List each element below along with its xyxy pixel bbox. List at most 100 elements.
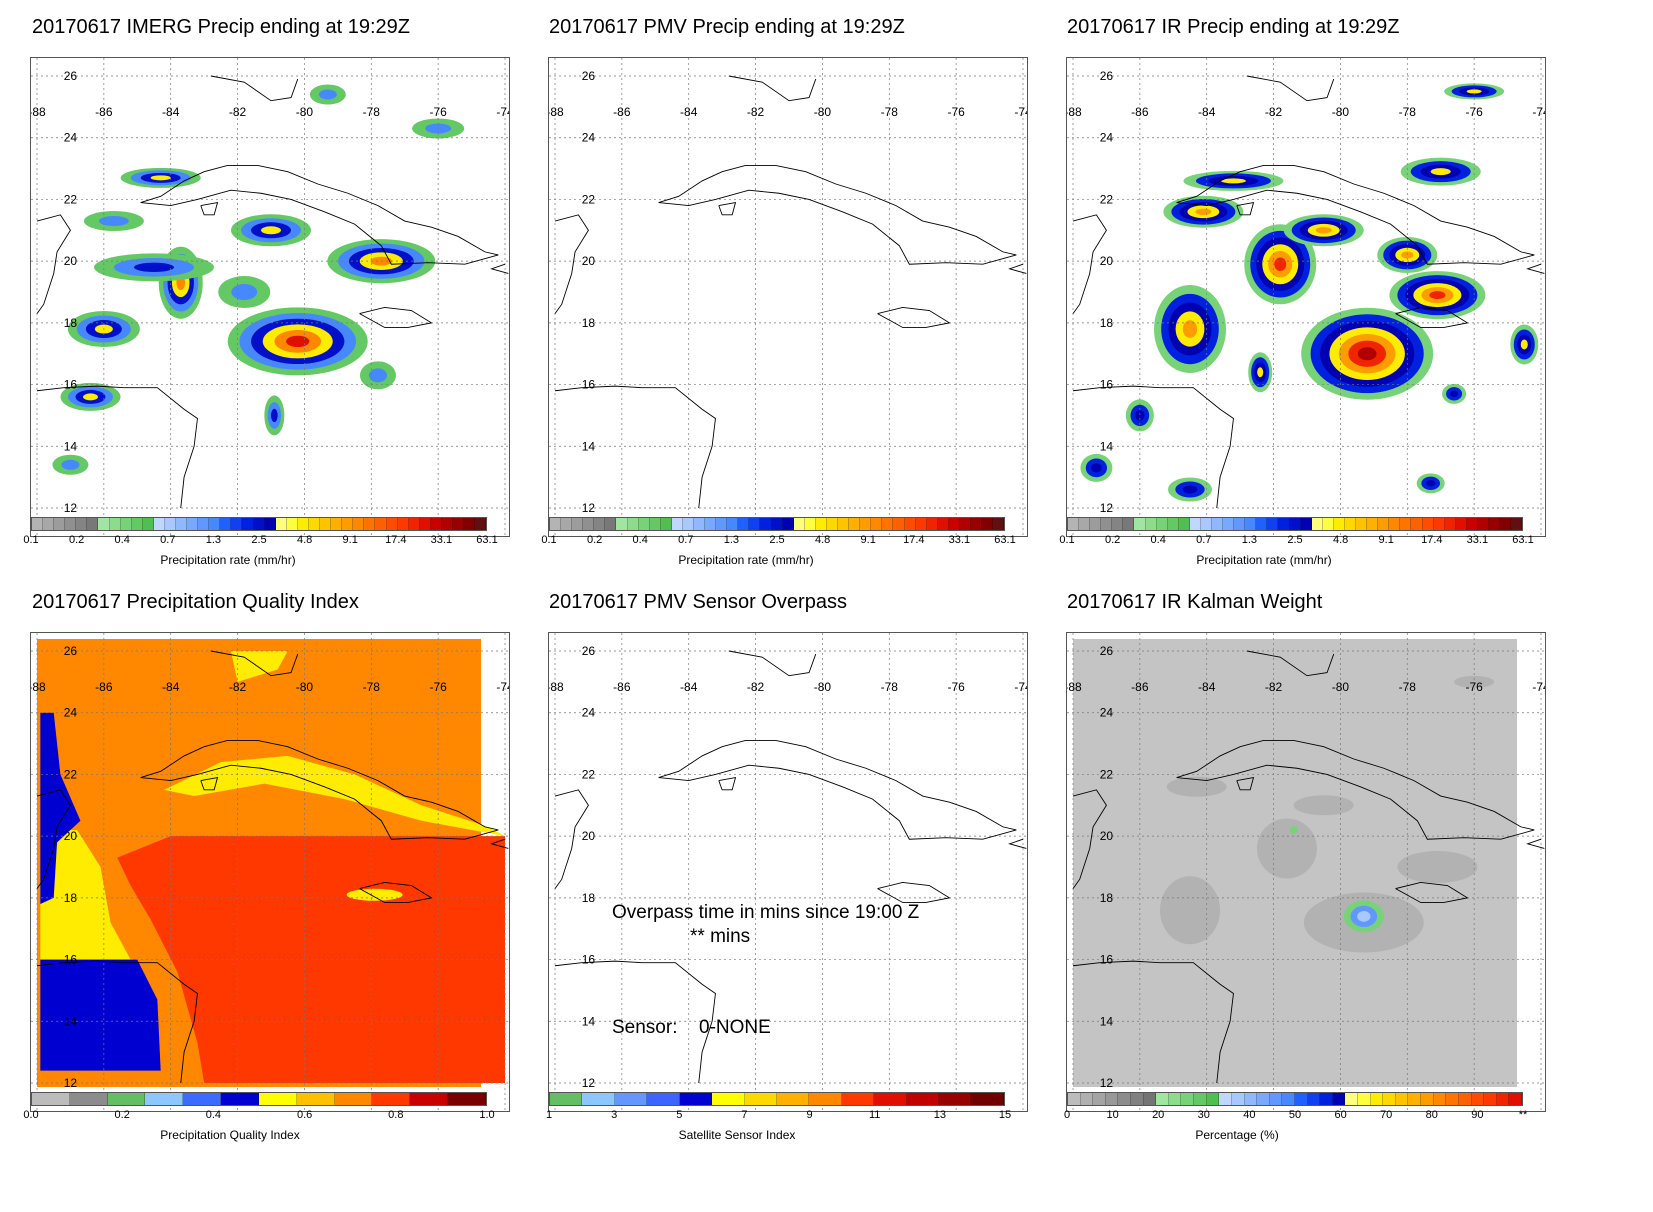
- colorbar-swatch: [694, 518, 706, 530]
- colorbar-swatch: [1289, 518, 1301, 530]
- colorbar-swatch: [550, 1093, 583, 1105]
- colorbar-swatch: [65, 518, 77, 530]
- colorbar-tick-label: 60: [1334, 1109, 1347, 1121]
- lon-tick-label: -82: [229, 680, 247, 694]
- lon-tick-label: -86: [1131, 680, 1149, 694]
- colorbar-swatch: [583, 518, 595, 530]
- lat-tick-label: 24: [582, 706, 596, 720]
- colorbar-tick-label: 17.4: [1421, 534, 1443, 546]
- colorbar-swatch: [120, 518, 132, 530]
- colorbar-swatch: [410, 1093, 449, 1105]
- colorbar-swatch: [1400, 518, 1412, 530]
- precip-cell: [61, 459, 80, 470]
- lat-tick-label: 22: [64, 192, 78, 206]
- colorbar-tick-label: 0.1: [1059, 534, 1075, 546]
- colorbar-swatch: [1068, 1093, 1081, 1105]
- colorbar-tick-label: 33.1: [948, 534, 971, 546]
- colorbar-swatch: [164, 518, 177, 530]
- colorbar-swatch: [296, 1093, 335, 1105]
- colorbar-swatch: [1168, 1093, 1182, 1105]
- colorbar-tick-label: 1.3: [723, 534, 740, 546]
- colorbar-tick-label: 15: [998, 1109, 1012, 1121]
- colorbar-swatch: [716, 518, 728, 530]
- colorbar-swatch: [1422, 518, 1434, 530]
- colorbar-imerg: [31, 517, 487, 531]
- colorbar-swatch: [860, 518, 872, 530]
- lon-tick-label: -84: [680, 680, 698, 694]
- colorbar-swatch: [1311, 518, 1323, 530]
- lon-tick-label: -84: [1198, 680, 1216, 694]
- colorbar-swatch: [1509, 1093, 1522, 1105]
- coastline: [554, 650, 1027, 1084]
- colorbar-swatch: [838, 518, 850, 530]
- colorbar-swatch: [1181, 1093, 1195, 1105]
- kalman-cell: [1293, 795, 1354, 816]
- map-kalman-weight: -88 -86 -84 -82 -80 -78 -76 -74 26 24 22 20 18 16 14 12: [1066, 632, 1546, 1112]
- colorbar-swatch: [649, 518, 661, 530]
- colorbar-tick-label: 2.5: [1287, 534, 1303, 546]
- colorbar-swatch: [220, 518, 232, 530]
- colorbar-swatch: [1395, 1093, 1409, 1105]
- colorbar-swatch: [1219, 1093, 1232, 1105]
- colorbar-tick-label: 0.7: [160, 534, 176, 546]
- colorbar-swatch: [760, 518, 772, 530]
- precip-cell: [98, 216, 129, 227]
- colorbar-swatch: [874, 1093, 907, 1105]
- colorbar-tick-label: 17.4: [903, 534, 925, 546]
- colorbar-tick-label: 63.1: [994, 534, 1016, 546]
- lat-tick-label: 14: [1100, 1014, 1114, 1028]
- coastline: [1072, 75, 1545, 509]
- precip-cell: [1135, 410, 1145, 421]
- colorbar-swatch: [408, 518, 420, 530]
- lat-tick-label: 14: [582, 1014, 596, 1028]
- lon-tick-label: -76: [429, 105, 447, 119]
- colorbar-swatch: [209, 518, 221, 530]
- colorbar-swatch: [1383, 1093, 1396, 1105]
- sensor-value: 0-NONE: [699, 1017, 771, 1038]
- precip-field: [1080, 83, 1539, 502]
- colorbar-tick-label: 9.1: [1378, 534, 1394, 546]
- colorbar-swatch: [364, 518, 376, 530]
- precip-cell: [1182, 320, 1198, 338]
- colorbar-tick-label: 40: [1243, 1109, 1256, 1121]
- precip-cell: [1426, 479, 1436, 487]
- colorbar-tick-label: 4.8: [296, 534, 313, 546]
- colorbar-swatch: [1500, 518, 1512, 530]
- colorbar-tick-label: **: [1518, 1109, 1528, 1121]
- colorbar-swatch: [970, 518, 983, 530]
- map-canvas: -88 -86 -84 -82 -80 -78 -76 -74 26 24 22 20 18 16 14 12: [1067, 58, 1545, 536]
- colorbar-label-quality: Precipitation Quality Index: [160, 1128, 300, 1142]
- colorbar-swatch: [841, 1093, 875, 1105]
- lat-tick-label: 18: [64, 316, 78, 330]
- colorbar-swatch: [1367, 518, 1379, 530]
- colorbar-swatch: [793, 518, 805, 530]
- lat-tick-label: 12: [582, 501, 596, 515]
- lat-tick-label: 20: [64, 254, 78, 268]
- lon-tick-label: -80: [814, 105, 832, 119]
- colorbar-swatch: [386, 518, 398, 530]
- lon-tick-label: -84: [680, 105, 698, 119]
- colorbar-tick-label: 50: [1288, 1109, 1302, 1121]
- lat-tick-label: 18: [1100, 316, 1114, 330]
- colorbar-swatch: [1118, 1093, 1132, 1105]
- coastline: [36, 75, 509, 509]
- colorbar-tick-label: 0.4: [1150, 534, 1166, 546]
- colorbar-swatch: [43, 518, 55, 530]
- colorbar-tick-label: 0.6: [296, 1109, 313, 1121]
- lat-tick-label: 16: [1100, 953, 1114, 967]
- colorbar-swatch: [1421, 1093, 1434, 1105]
- lat-tick-label: 26: [64, 69, 78, 83]
- lat-tick-label: 12: [1100, 501, 1114, 515]
- lat-tick-label: 14: [1100, 439, 1114, 453]
- colorbar-swatch: [1294, 1093, 1308, 1105]
- map-sensor-overpass: -88 -86 -84 -82 -80 -78 -76 -74 26 24 22 20 18 16 14 12: [548, 632, 1028, 1112]
- lon-tick-label: -78: [1399, 680, 1417, 694]
- colorbar-swatch: [616, 518, 628, 530]
- colorbar-swatch: [1307, 1093, 1321, 1105]
- colorbar-swatch: [1090, 518, 1102, 530]
- colorbar-tick-label: 0.7: [678, 534, 694, 546]
- precip-cell: [1430, 168, 1451, 176]
- colorbar-percent: [1067, 1092, 1523, 1106]
- colorbar-swatch: [1484, 1093, 1497, 1105]
- colorbar-swatch: [334, 1093, 373, 1105]
